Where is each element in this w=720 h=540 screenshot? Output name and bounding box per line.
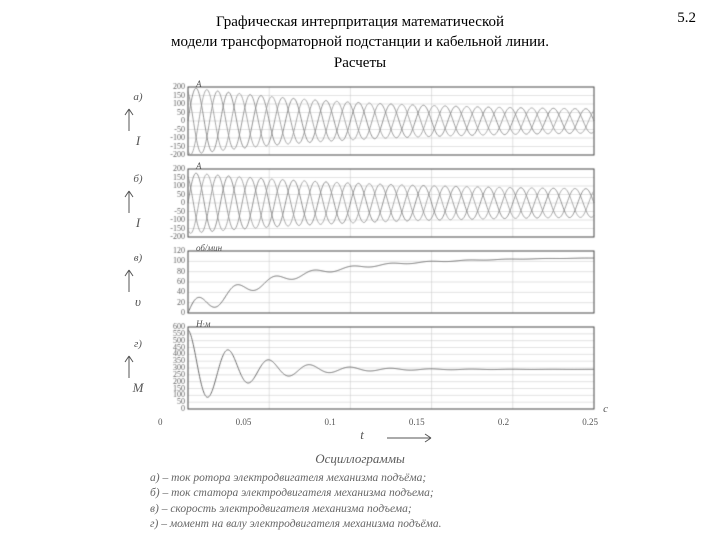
plot-c-cell: об/мин: [156, 245, 600, 317]
page-title: Графическая интерпритация математической…: [68, 12, 652, 73]
plot-c-symbol: υ: [120, 294, 156, 310]
plot-a-cell: А: [156, 81, 600, 159]
up-arrow-icon: [120, 105, 138, 131]
up-arrow-icon: [120, 187, 138, 213]
x-tick-labels: 0 0.05 0.1 0.15 0.2 0.25: [156, 417, 600, 427]
plot-b-canvas: [156, 163, 600, 241]
x-symbol: t: [360, 427, 364, 443]
plot-b-unit: А: [196, 161, 202, 171]
plot-row-b: б) I А: [120, 163, 600, 241]
plots-container: а) I А б) I А в): [120, 81, 600, 441]
plot-b-cell: А: [156, 163, 600, 241]
page-number: 5.2: [677, 10, 696, 27]
x-tick: 0.1: [325, 417, 336, 427]
plot-a-symbol: I: [120, 133, 156, 149]
x-tick: 0: [158, 417, 163, 427]
page: 5.2 Графическая интерпритация математиче…: [0, 0, 720, 540]
plot-b-label: б): [120, 173, 156, 185]
x-unit: c: [603, 403, 608, 415]
plot-c-canvas: [156, 245, 600, 317]
plot-d-unit: Н·м: [196, 319, 211, 329]
plot-d-canvas: [156, 321, 600, 413]
title-line-2: модели трансформаторной подстанции и каб…: [171, 34, 549, 50]
plot-d-symbol: M: [120, 380, 156, 396]
figure-legend: а) – ток ротора электродвигателя механиз…: [90, 471, 630, 533]
plot-a-unit: А: [196, 79, 202, 89]
plot-a-canvas: [156, 81, 600, 159]
x-tick: 0.05: [236, 417, 252, 427]
title-line-1: Графическая интерпритация математической: [216, 14, 504, 30]
plot-row-a: а) I А: [120, 81, 600, 159]
plot-row-d: г) M Н·м: [120, 321, 600, 413]
side-label-a: а) I: [120, 91, 156, 149]
side-label-b: б) I: [120, 173, 156, 231]
x-tick: 0.25: [582, 417, 598, 427]
right-arrow-icon: [387, 433, 437, 443]
plot-c-label: в): [120, 252, 156, 264]
plot-a-label: а): [120, 91, 156, 103]
side-label-d: г) M: [120, 338, 156, 396]
x-tick: 0.2: [498, 417, 509, 427]
plot-b-symbol: I: [120, 215, 156, 231]
plot-row-c: в) υ об/мин: [120, 245, 600, 317]
x-tick: 0.15: [409, 417, 425, 427]
figure-caption: Осциллограммы: [28, 451, 692, 467]
plot-d-cell: Н·м: [156, 321, 600, 413]
legend-item-d: г) – момент на валу электродвигателя мех…: [150, 517, 630, 533]
legend-item-b: б) – ток статора электродвигателя механи…: [150, 486, 630, 502]
legend-item-a: а) – ток ротора электродвигателя механиз…: [150, 471, 630, 487]
legend-item-c: в) – скорость электродвигателя механизма…: [150, 502, 630, 518]
title-line-3: Расчеты: [334, 55, 386, 71]
plot-c-unit: об/мин: [196, 243, 222, 253]
up-arrow-icon: [120, 352, 138, 378]
x-axis: 0 0.05 0.1 0.15 0.2 0.25 c t: [156, 417, 600, 441]
plot-d-label: г): [120, 338, 156, 350]
side-label-c: в) υ: [120, 252, 156, 310]
up-arrow-icon: [120, 266, 138, 292]
